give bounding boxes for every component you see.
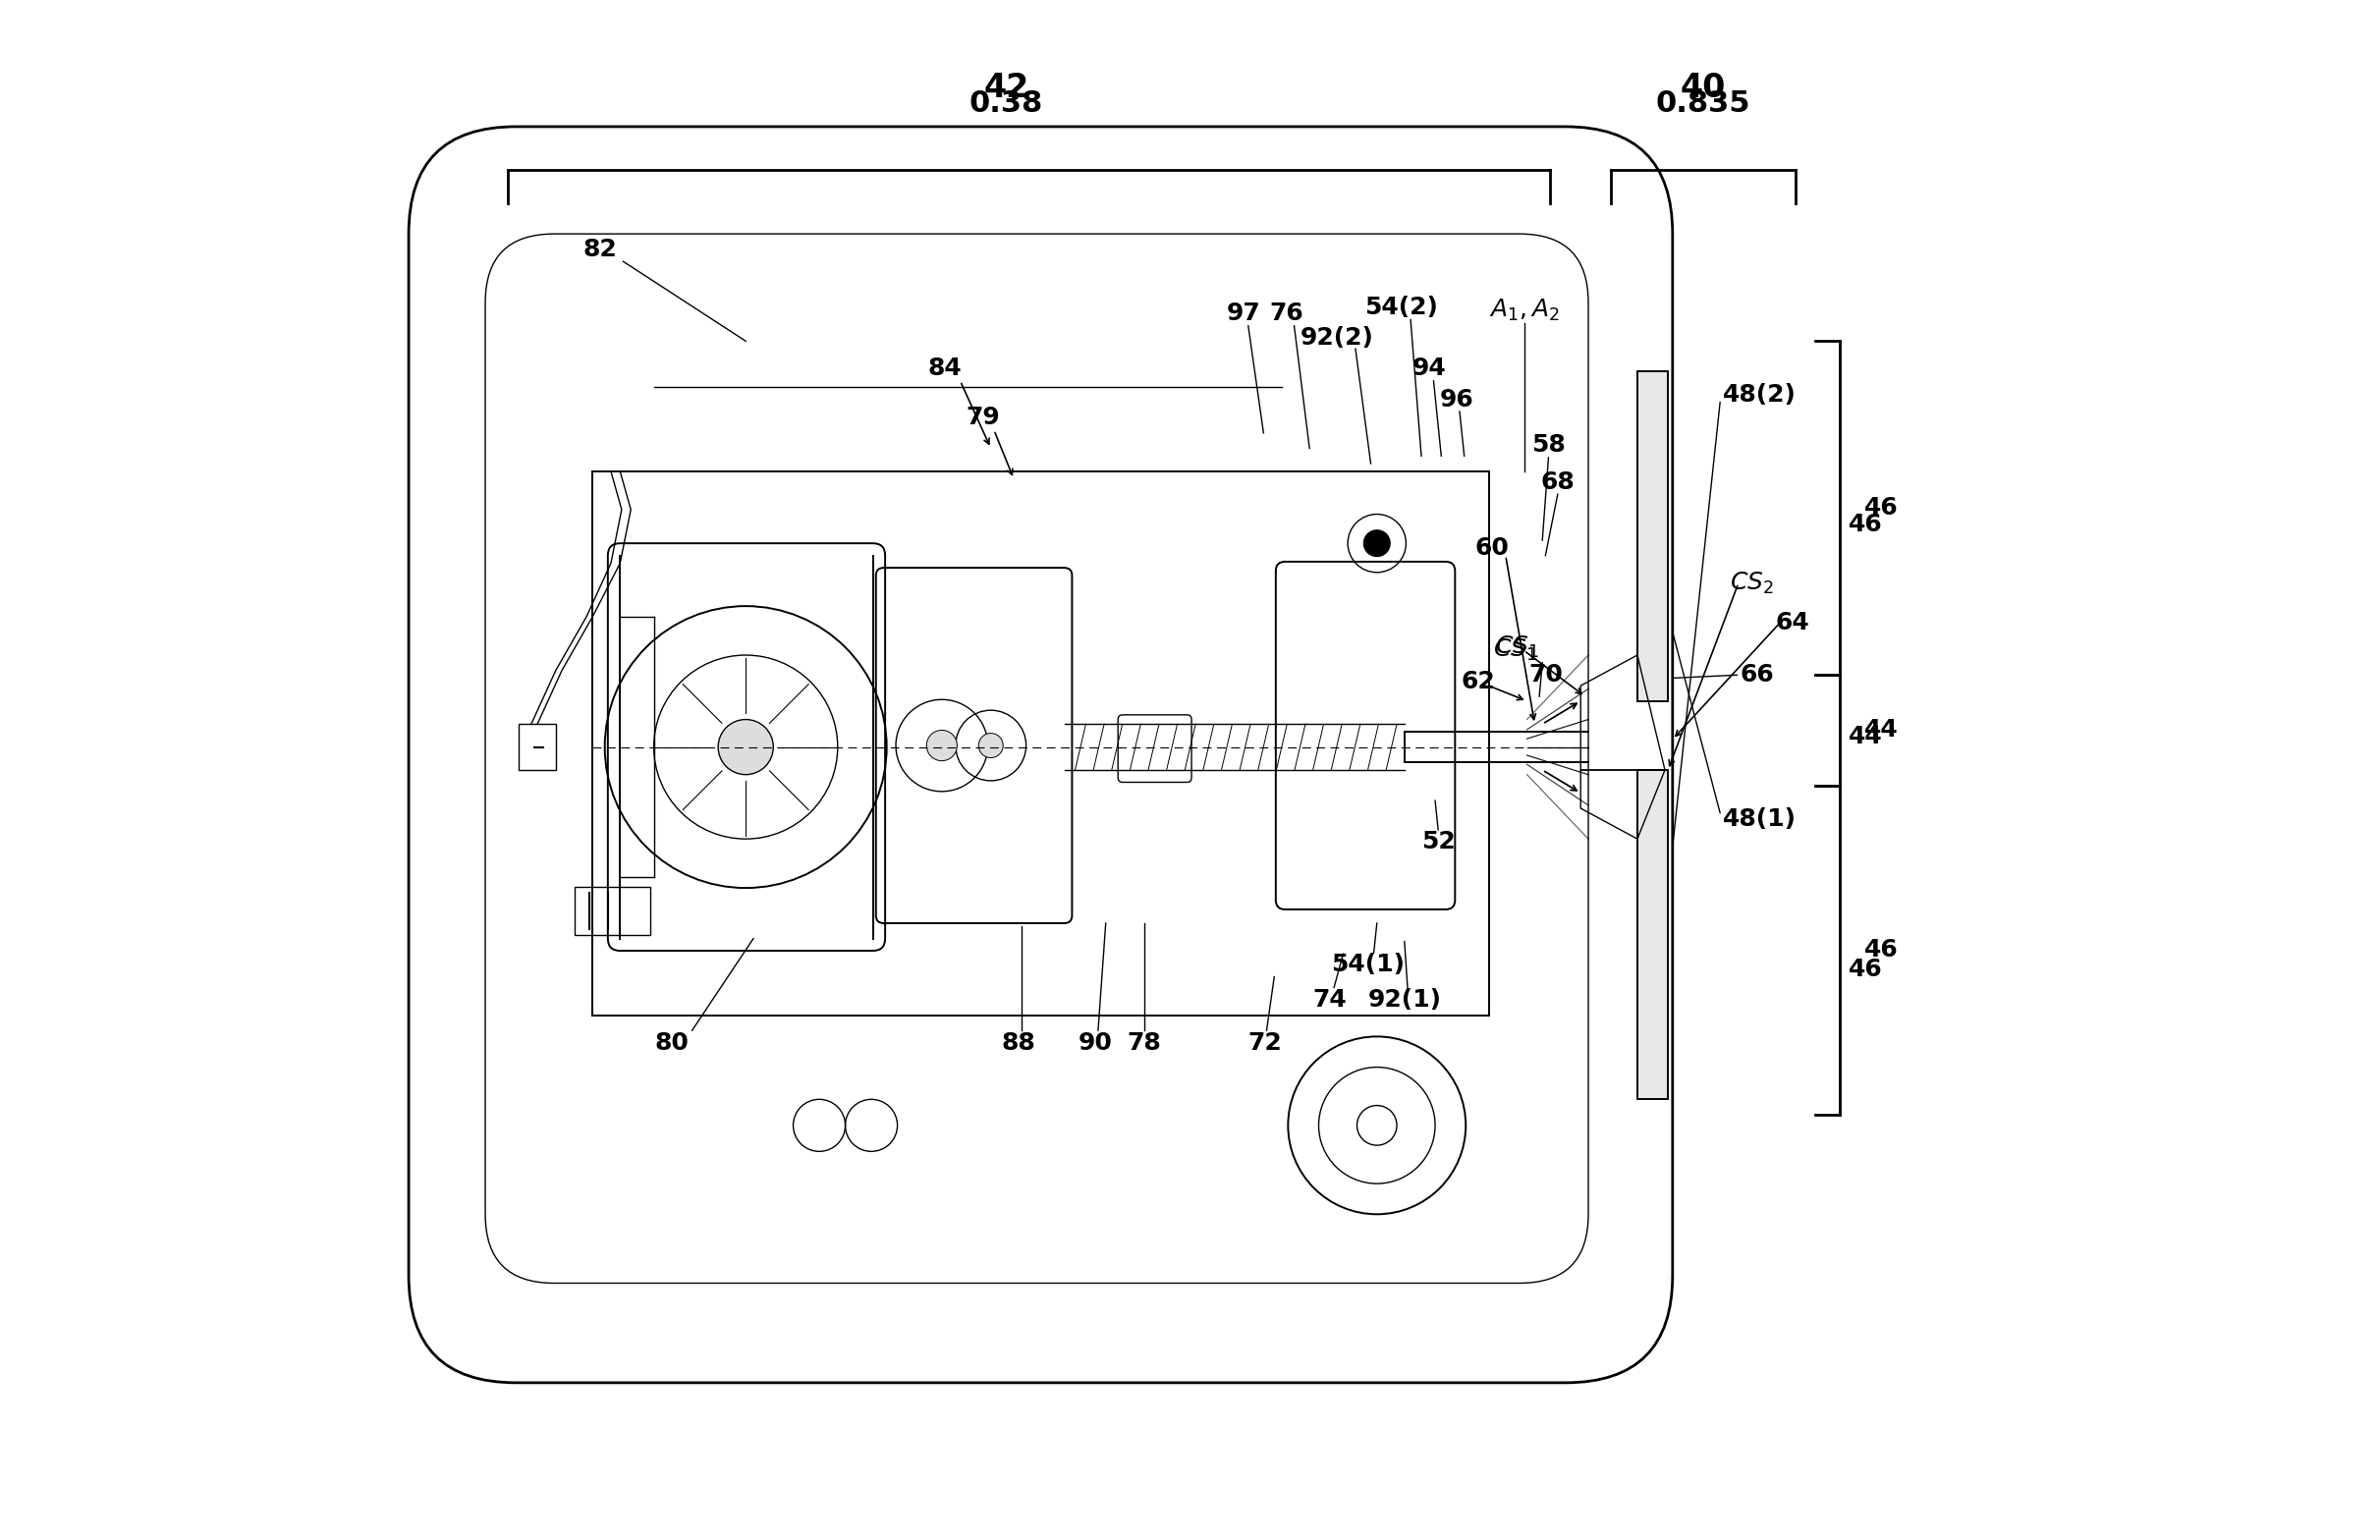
Text: 79: 79 [966,407,1000,430]
Text: 0.38: 0.38 [969,89,1042,119]
Text: $A_1,A_2$: $A_1,A_2$ [1490,297,1559,323]
Text: 66: 66 [1740,664,1773,687]
Text: 70: 70 [1528,664,1564,687]
Text: 84: 84 [928,357,962,380]
Text: 46: 46 [1864,938,1899,962]
Text: 60: 60 [1476,536,1509,559]
Text: 44: 44 [1849,724,1883,748]
Text: 44: 44 [1864,718,1899,742]
Text: 40: 40 [1680,72,1726,105]
Text: 64: 64 [1775,611,1809,634]
Circle shape [978,733,1002,758]
Circle shape [926,730,957,761]
Text: 48(2): 48(2) [1723,383,1797,407]
Text: 54(2): 54(2) [1364,296,1438,319]
Text: 80: 80 [655,1030,690,1055]
Text: 68: 68 [1540,470,1576,494]
Text: 54(1): 54(1) [1330,953,1404,976]
Circle shape [1364,530,1390,557]
Text: 96: 96 [1440,388,1473,411]
Text: $CS_1$: $CS_1$ [1492,638,1537,664]
Text: $CS_2$: $CS_2$ [1730,570,1773,596]
Text: 46: 46 [1849,513,1883,537]
Text: 58: 58 [1530,433,1566,457]
Bar [1637,371,1668,701]
Text: 42: 42 [983,72,1028,105]
Text: 88: 88 [1002,1030,1035,1055]
Text: 74: 74 [1311,989,1347,1012]
Text: 52: 52 [1421,830,1454,853]
Text: 62: 62 [1461,670,1495,693]
Circle shape [719,719,774,775]
Bar [1637,770,1668,1100]
Text: $CS_1$: $CS_1$ [1495,634,1540,661]
Bar [574,887,650,935]
Text: 72: 72 [1247,1030,1283,1055]
Text: 82: 82 [583,237,616,260]
Text: 46: 46 [1849,958,1883,981]
Text: 94: 94 [1411,357,1447,380]
Text: 90: 90 [1078,1030,1111,1055]
Text: 48(1): 48(1) [1723,807,1797,830]
Text: 97: 97 [1226,302,1261,325]
Text: 92(2): 92(2) [1299,326,1373,350]
Text: 92(1): 92(1) [1368,989,1442,1012]
Text: 76: 76 [1269,302,1304,325]
Text: 0.835: 0.835 [1656,89,1752,119]
Bar [519,724,557,770]
Text: 46: 46 [1864,496,1899,521]
Text: 78: 78 [1128,1030,1161,1055]
